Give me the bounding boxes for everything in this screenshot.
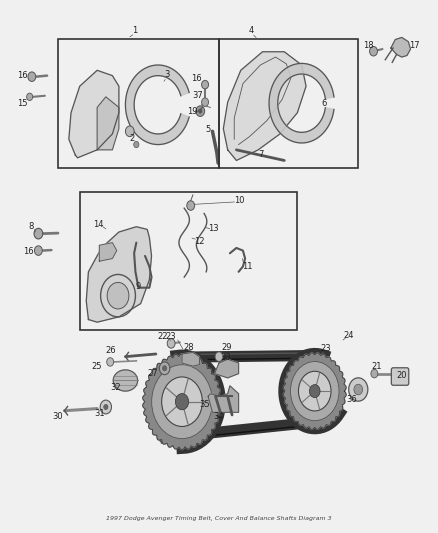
Text: 35: 35 xyxy=(200,400,210,409)
Text: 3: 3 xyxy=(164,70,170,79)
Text: 16: 16 xyxy=(191,74,201,83)
Circle shape xyxy=(107,358,114,366)
Text: 15: 15 xyxy=(17,99,28,108)
Circle shape xyxy=(201,98,208,107)
Polygon shape xyxy=(283,353,346,429)
Text: 25: 25 xyxy=(91,362,102,370)
Polygon shape xyxy=(69,70,119,158)
Circle shape xyxy=(349,378,368,401)
Polygon shape xyxy=(143,354,221,450)
Circle shape xyxy=(35,246,42,255)
Text: 1: 1 xyxy=(132,26,138,35)
Text: 22: 22 xyxy=(157,332,168,341)
Circle shape xyxy=(27,93,33,101)
Text: 37: 37 xyxy=(192,91,203,100)
Circle shape xyxy=(371,369,378,378)
Text: 13: 13 xyxy=(208,224,219,233)
Text: 16: 16 xyxy=(24,247,34,256)
Text: 12: 12 xyxy=(194,237,205,246)
Polygon shape xyxy=(223,52,306,160)
Text: 32: 32 xyxy=(110,383,121,392)
Text: 5: 5 xyxy=(205,125,211,134)
Text: 28: 28 xyxy=(183,343,194,352)
Text: 27: 27 xyxy=(148,369,158,378)
Text: 9: 9 xyxy=(136,281,141,290)
Bar xyxy=(219,38,358,168)
Circle shape xyxy=(34,228,43,239)
Circle shape xyxy=(187,201,194,211)
Text: 18: 18 xyxy=(363,42,374,51)
Polygon shape xyxy=(182,352,199,366)
Circle shape xyxy=(198,109,202,114)
Circle shape xyxy=(175,393,189,410)
Circle shape xyxy=(134,141,139,148)
Text: 8: 8 xyxy=(28,222,34,231)
Text: 6: 6 xyxy=(321,99,327,108)
Text: 34: 34 xyxy=(214,411,224,421)
Polygon shape xyxy=(125,65,189,144)
Polygon shape xyxy=(269,63,334,143)
Circle shape xyxy=(290,361,339,421)
FancyBboxPatch shape xyxy=(391,368,409,385)
Bar xyxy=(80,192,297,330)
Circle shape xyxy=(167,338,175,348)
Circle shape xyxy=(162,366,167,371)
Text: 29: 29 xyxy=(222,343,232,352)
Text: 30: 30 xyxy=(53,411,63,421)
Polygon shape xyxy=(99,243,117,261)
Text: 19: 19 xyxy=(187,107,197,116)
Text: 17: 17 xyxy=(409,42,419,51)
Text: 7: 7 xyxy=(258,150,264,159)
Text: 23: 23 xyxy=(320,344,331,353)
Circle shape xyxy=(370,46,378,56)
Bar xyxy=(58,38,219,168)
Circle shape xyxy=(196,106,205,116)
Circle shape xyxy=(354,384,363,395)
Text: 33: 33 xyxy=(220,353,231,362)
Text: 36: 36 xyxy=(346,394,357,403)
Circle shape xyxy=(152,365,212,439)
Text: 11: 11 xyxy=(242,262,253,271)
Polygon shape xyxy=(113,370,138,391)
Text: 24: 24 xyxy=(343,331,354,340)
Text: 10: 10 xyxy=(234,196,244,205)
Circle shape xyxy=(298,372,331,411)
Circle shape xyxy=(159,362,170,375)
Circle shape xyxy=(125,126,134,136)
Polygon shape xyxy=(97,97,119,150)
Circle shape xyxy=(201,80,208,89)
Circle shape xyxy=(215,352,223,361)
Text: 4: 4 xyxy=(249,26,254,35)
Text: 1997 Dodge Avenger Timing Belt, Cover And Balance Shafts Diagram 3: 1997 Dodge Avenger Timing Belt, Cover An… xyxy=(106,516,332,521)
Polygon shape xyxy=(86,227,152,322)
Text: 21: 21 xyxy=(371,362,382,370)
Text: 26: 26 xyxy=(106,346,117,355)
Circle shape xyxy=(104,405,108,410)
Polygon shape xyxy=(391,37,410,57)
Text: 23: 23 xyxy=(166,332,177,341)
Circle shape xyxy=(162,377,202,426)
Circle shape xyxy=(107,282,129,309)
Circle shape xyxy=(28,72,36,82)
Text: 14: 14 xyxy=(93,220,103,229)
Text: 20: 20 xyxy=(396,370,407,379)
Text: 31: 31 xyxy=(94,409,105,418)
Text: 16: 16 xyxy=(17,71,28,80)
Polygon shape xyxy=(215,359,239,378)
Polygon shape xyxy=(208,386,239,413)
Text: 2: 2 xyxy=(129,134,134,143)
Circle shape xyxy=(100,400,112,414)
Circle shape xyxy=(309,385,320,398)
